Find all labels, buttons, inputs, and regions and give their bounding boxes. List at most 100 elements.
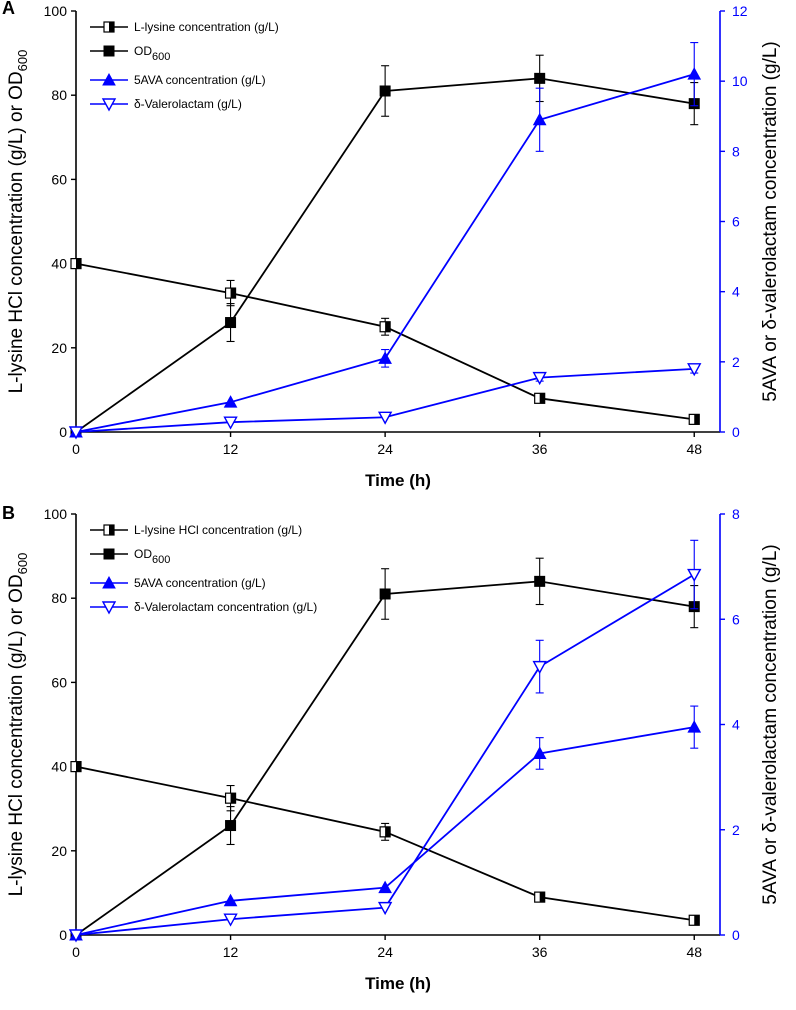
data-point (534, 72, 546, 84)
x-axis-title: Time (h) (365, 471, 431, 490)
data-point (534, 575, 546, 587)
data-point (687, 568, 702, 582)
legend-marker (103, 21, 115, 33)
left-axis-title: L-lysine HCl concentration (g/L) or OD60… (6, 553, 30, 897)
data-point (68, 426, 84, 440)
marker-fill-half (76, 761, 81, 772)
x-tick-label: 36 (532, 944, 548, 960)
left-axis-title: L-lysine HCl concentration (g/L) or OD60… (6, 50, 30, 394)
legend-item: 5AVA concentration (g/L) (90, 72, 266, 87)
left-tick-label: 40 (51, 256, 67, 272)
legend-marker (103, 548, 115, 560)
right-tick-label: 6 (732, 214, 740, 230)
marker-fill-half (109, 525, 114, 535)
legend-marker (101, 601, 117, 615)
data-point (224, 792, 237, 804)
data-point (378, 880, 392, 894)
marker-fill-half (539, 393, 545, 404)
right-tick-label: 8 (732, 143, 740, 159)
series-line (75, 73, 695, 433)
data-point (223, 893, 238, 907)
x-tick-label: 12 (223, 944, 239, 960)
marker-fill-half (694, 414, 700, 425)
data-point (225, 317, 237, 329)
legend-item: δ-Valerolactam concentration (g/L) (90, 600, 317, 615)
x-axis-title: Time (h) (365, 974, 431, 993)
data-point (225, 820, 237, 832)
data-point (534, 392, 546, 404)
marker-fill-half (539, 892, 545, 903)
right-tick-label: 10 (732, 73, 748, 89)
legend-label-main: L-lysine HCl concentration (g/L) (134, 523, 302, 537)
right-tick-label: 8 (732, 506, 740, 522)
x-tick-label: 24 (377, 944, 393, 960)
left-tick-label: 80 (51, 590, 67, 606)
legend-label: δ-Valerolactam (g/L) (134, 97, 242, 111)
data-point (224, 287, 237, 299)
x-tick-label: 48 (686, 441, 702, 457)
right-tick-label: 0 (732, 424, 740, 440)
legend-item: OD600 (90, 547, 170, 566)
legend-label-main: OD (134, 547, 152, 561)
panel-label: A (2, 0, 15, 18)
left-tick-label: 20 (51, 843, 67, 859)
series-0 (70, 258, 700, 425)
series-2 (69, 42, 702, 438)
x-tick-label: 36 (532, 441, 548, 457)
marker-fill-half (694, 915, 700, 926)
x-tick-label: 0 (72, 944, 80, 960)
data-point (70, 760, 82, 773)
data-point (688, 413, 700, 425)
legend-item: δ-Valerolactam (g/L) (90, 97, 242, 112)
legend-label: δ-Valerolactam concentration (g/L) (134, 600, 317, 614)
legend-label: 5AVA concentration (g/L) (134, 73, 266, 87)
legend-marker (103, 45, 115, 57)
series-line (75, 77, 695, 433)
legend-label-main: δ-Valerolactam concentration (g/L) (134, 600, 317, 614)
legend-marker (102, 72, 116, 86)
legend-item: L-lysine concentration (g/L) (90, 20, 279, 34)
legend-marker (102, 575, 116, 589)
data-point (532, 112, 547, 126)
data-point (68, 929, 84, 943)
right-tick-label: 4 (732, 284, 740, 300)
series-line (75, 262, 695, 421)
left-axis-title-main: L-lysine HCl concentration (g/L) or OD (6, 574, 27, 896)
data-point (532, 371, 547, 386)
legend-label-main: L-lysine concentration (g/L) (134, 20, 279, 34)
legend-label-main: 5AVA concentration (g/L) (134, 73, 266, 87)
right-tick-label: 0 (732, 927, 740, 943)
legend-label: OD600 (134, 44, 170, 63)
left-tick-label: 20 (51, 340, 67, 356)
legend-label-main: OD (134, 44, 152, 58)
legend-label-sub: 600 (152, 51, 170, 63)
left-tick-label: 100 (44, 506, 68, 522)
legend-label-main: δ-Valerolactam (g/L) (134, 97, 242, 111)
data-point (532, 746, 547, 759)
marker-fill-half (109, 22, 114, 32)
legend-label: L-lysine concentration (g/L) (134, 20, 279, 34)
left-tick-label: 40 (51, 759, 67, 775)
data-point (687, 363, 702, 377)
right-tick-label: 12 (732, 3, 748, 19)
legend-marker (103, 524, 115, 536)
series-line (75, 765, 695, 922)
left-tick-label: 0 (59, 424, 67, 440)
legend-item: OD600 (90, 44, 170, 63)
series-0 (70, 760, 700, 926)
left-tick-label: 0 (59, 927, 67, 943)
marker-fill-half (230, 793, 236, 804)
legend-label: OD600 (134, 547, 170, 566)
marker-fill-half (385, 826, 391, 837)
left-axis-title-main: L-lysine HCl concentration (g/L) or OD (6, 71, 27, 393)
legend-label: L-lysine HCl concentration (g/L) (134, 523, 302, 537)
legend-item: 5AVA concentration (g/L) (90, 575, 266, 590)
data-point (687, 67, 702, 80)
right-tick-label: 2 (732, 354, 740, 370)
marker-fill-half (385, 321, 391, 332)
legend-label-main: 5AVA concentration (g/L) (134, 576, 266, 590)
right-tick-label: 2 (732, 822, 740, 838)
series-3 (68, 363, 702, 440)
